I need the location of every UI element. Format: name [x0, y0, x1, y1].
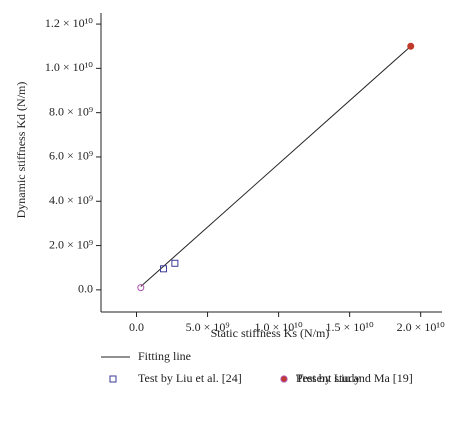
x-tick-label: 0.0 — [129, 320, 144, 334]
y-tick-label: 1.2 × 10¹⁰ — [45, 16, 93, 30]
y-tick-label: 2.0 × 10⁹ — [49, 237, 93, 251]
x-axis-title: Static stiffness Ks (N/m) — [211, 326, 330, 340]
legend-marker — [280, 375, 288, 383]
data-point — [407, 42, 415, 50]
x-tick-label: 1.5 × 10¹⁰ — [326, 320, 374, 334]
legend-marker — [280, 375, 288, 383]
legend-label: Fitting line — [138, 349, 191, 363]
legend-label: Test by Liu and Ma [19] — [296, 371, 413, 385]
data-point — [171, 259, 179, 267]
y-axis-title: Dynamic stiffness Kd (N/m) — [14, 82, 28, 219]
data-point — [137, 284, 145, 292]
y-tick-label: 4.0 × 10⁹ — [49, 193, 93, 207]
legend-marker — [109, 375, 117, 383]
x-tick-label: 1.0 × 10¹⁰ — [255, 320, 303, 334]
legend-label: Present study — [296, 371, 360, 385]
x-tick-label: 2.0 × 10¹⁰ — [397, 320, 445, 334]
y-tick-label: 1.0 × 10¹⁰ — [45, 60, 93, 74]
y-tick-label: 6.0 × 10⁹ — [49, 149, 93, 163]
y-tick-label: 8.0 × 10⁹ — [49, 104, 93, 118]
x-tick-label: 5.0 × 10⁹ — [186, 320, 230, 334]
y-tick-label: 0.0 — [78, 282, 93, 296]
fitting-line — [140, 45, 412, 287]
data-point — [160, 265, 168, 273]
legend-label: Test by Liu et al. [24] — [138, 371, 242, 385]
